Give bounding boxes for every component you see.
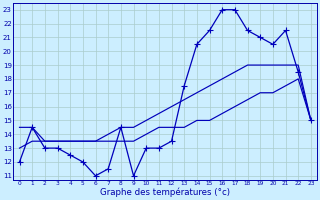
X-axis label: Graphe des températures (°c): Graphe des températures (°c) xyxy=(100,188,230,197)
